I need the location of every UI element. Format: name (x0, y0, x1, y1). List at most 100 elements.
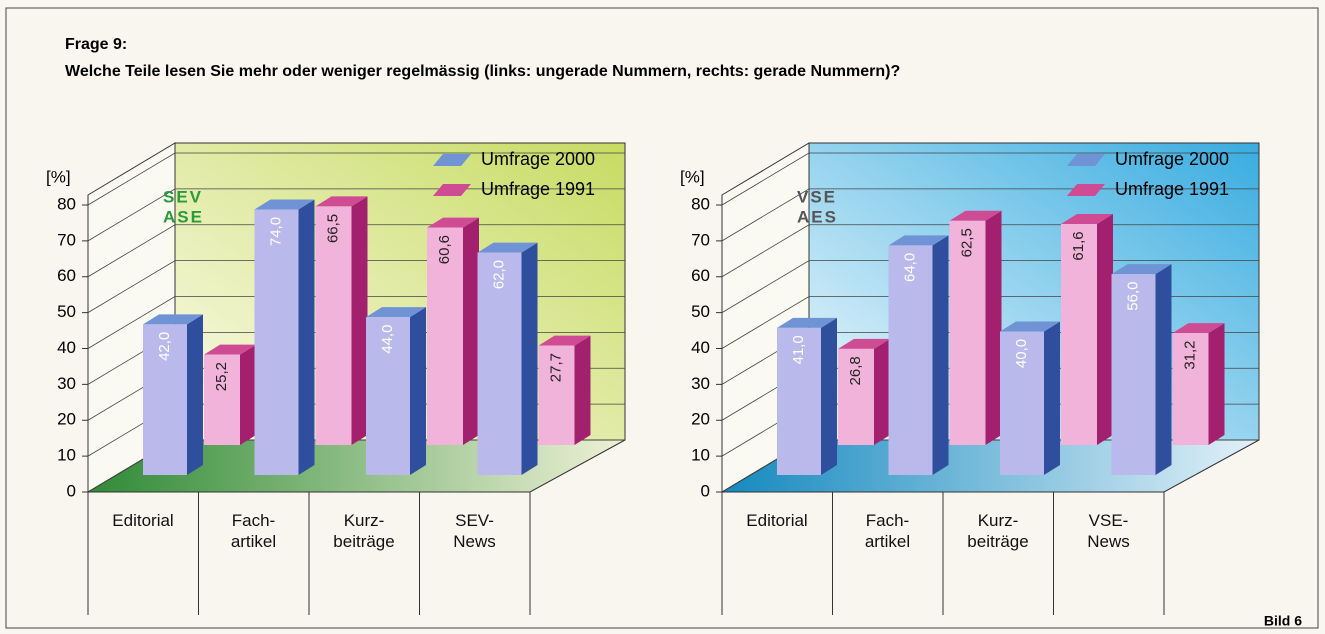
value-label: 62,5 (958, 228, 975, 257)
bar-side (874, 338, 890, 445)
logo: ASE (163, 207, 204, 226)
bar-top (315, 196, 368, 207)
x-tick-label: Kurz- beiträge (967, 511, 1029, 551)
y-tick-label: 80 (57, 194, 76, 213)
frame (5, 7, 1319, 629)
bar-front (1111, 274, 1156, 475)
logo: AES (797, 207, 838, 226)
bar (427, 217, 479, 445)
bar-side (1208, 323, 1225, 445)
value-label: 25,2 (213, 362, 230, 391)
bar-front (427, 227, 463, 445)
bar-side (574, 335, 591, 445)
bar-top (1061, 214, 1113, 225)
y-tick-label: 0 (701, 481, 710, 500)
bar-side (410, 307, 426, 475)
bar-front (477, 252, 522, 475)
value-label: 44,0 (379, 325, 396, 354)
y-tick-label: 70 (691, 230, 710, 249)
value-label: 42,0 (156, 332, 173, 361)
y-tick-label: 40 (57, 338, 76, 357)
bar-side (351, 196, 368, 445)
x-tick-label: Fach- artikel (864, 511, 911, 551)
value-label: 64,0 (901, 253, 918, 282)
bar-front (949, 220, 986, 445)
bar-front (366, 317, 410, 475)
legend-label: Umfrage 1991 (1115, 179, 1229, 199)
y-tick-label: 60 (57, 266, 76, 285)
bar (538, 335, 591, 445)
value-label: 41,0 (790, 335, 807, 364)
bar-side (1044, 321, 1060, 475)
bar-front (204, 354, 240, 445)
bar-top (1111, 264, 1172, 275)
bar-top (777, 317, 837, 328)
bar-top (204, 344, 256, 355)
bar-top (366, 307, 426, 318)
y-tick-label: 0 (67, 481, 76, 500)
value-label: 60,6 (436, 235, 453, 264)
value-label: 74,0 (267, 217, 284, 246)
y-tick-label: 20 (691, 410, 710, 429)
y-tick-label: 50 (57, 302, 76, 321)
grid-line (721, 188, 1259, 242)
y-tick-label: 50 (691, 302, 710, 321)
bar-front (538, 345, 575, 445)
bar-front (143, 324, 187, 475)
y-tick-label: 30 (57, 374, 76, 393)
x-tick-label: Kurz- beiträge (333, 511, 395, 551)
logo: SEV (163, 187, 203, 206)
legend-swatch (433, 154, 471, 166)
bar-top (949, 210, 1002, 221)
value-label: 66,5 (324, 214, 341, 243)
bar-top (1172, 323, 1225, 334)
question: Welche Teile lesen Sie mehr oder weniger… (65, 63, 900, 80)
logo: VSE (797, 187, 837, 206)
bar-side (821, 317, 837, 475)
bar-top (427, 217, 479, 228)
grid-line (87, 152, 625, 206)
bar (477, 242, 538, 475)
legend-label: Umfrage 2000 (1115, 149, 1229, 169)
bar (1061, 214, 1113, 445)
bar-side (985, 210, 1002, 445)
bar-front (888, 245, 933, 475)
value-label: 31,2 (1181, 340, 1198, 369)
y-tick-label: 80 (691, 194, 710, 213)
x-tick-label: VSE- News (1087, 511, 1130, 551)
bar-top (1000, 321, 1060, 332)
bar (888, 235, 949, 475)
legend-swatch (433, 184, 471, 196)
y-tick-label: 40 (691, 338, 710, 357)
bar-side (240, 344, 256, 445)
legend-label: Umfrage 1991 (481, 179, 595, 199)
bar-side (463, 217, 479, 445)
legend-swatch (1067, 184, 1105, 196)
bar-front (1000, 331, 1044, 475)
footer: Bild 6 (1264, 613, 1302, 629)
bar (838, 338, 890, 445)
y-tick-label: 10 (57, 446, 76, 465)
bar-top (888, 235, 949, 246)
bar-top (538, 335, 591, 346)
bar-top (254, 199, 315, 210)
y-tick-label: 30 (691, 374, 710, 393)
legend-swatch (1067, 154, 1105, 166)
bar-side (187, 314, 203, 475)
bar-front (838, 348, 874, 445)
y-tick-label: 70 (57, 230, 76, 249)
bar-side (1155, 264, 1172, 475)
bar-top (143, 314, 203, 325)
x-tick-label: Editorial (746, 511, 808, 530)
x-tick-label: Fach- artikel (230, 511, 277, 551)
value-label: 40,0 (1013, 339, 1030, 368)
y-tick-label: 20 (57, 410, 76, 429)
bar (143, 314, 203, 475)
value-label: 27,7 (547, 353, 564, 382)
value-label: 62,0 (490, 260, 507, 289)
x-tick-label: SEV- News (453, 511, 496, 551)
y-tick-label: 60 (691, 266, 710, 285)
bar (204, 344, 256, 445)
